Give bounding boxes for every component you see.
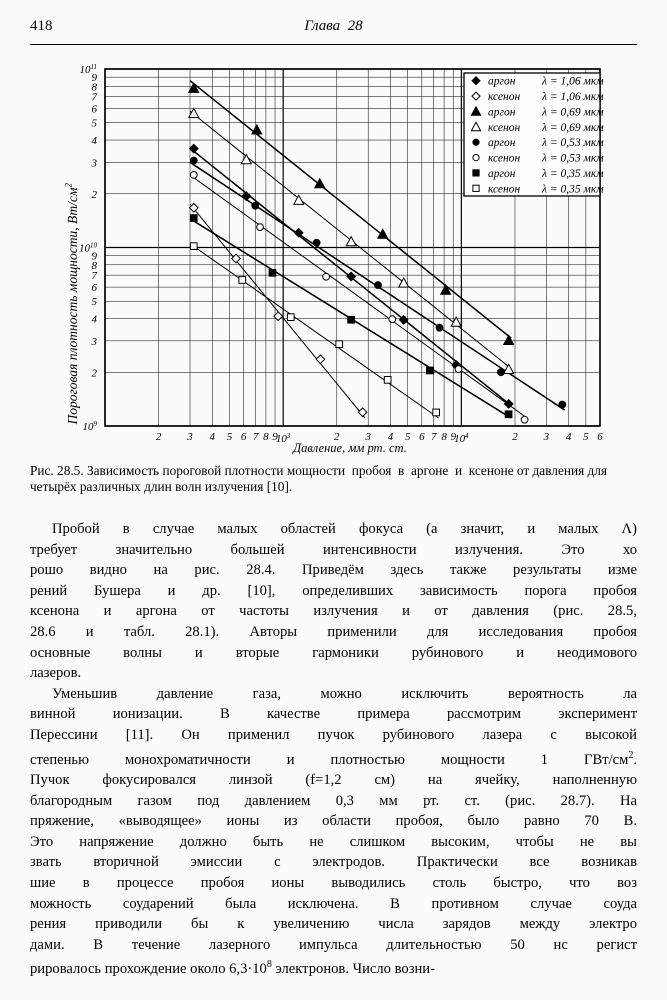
svg-text:7: 7 <box>92 270 98 282</box>
svg-text:3: 3 <box>186 431 193 443</box>
svg-text:4: 4 <box>566 431 572 443</box>
svg-text:5: 5 <box>583 431 589 443</box>
svg-text:аргон: аргон <box>488 76 516 88</box>
svg-text:λ = 0,53 мкм: λ = 0,53 мкм <box>541 153 604 165</box>
svg-text:7: 7 <box>253 431 259 443</box>
svg-text:7: 7 <box>431 431 437 443</box>
svg-text:ксенон: ксенон <box>488 122 520 134</box>
svg-text:λ = 1,06 мкм: λ = 1,06 мкм <box>541 76 604 88</box>
svg-text:5: 5 <box>227 431 233 443</box>
svg-text:3: 3 <box>543 431 550 443</box>
svg-text:ксенон: ксенон <box>488 183 520 195</box>
svg-text:аргон: аргон <box>488 137 516 149</box>
svg-text:3: 3 <box>91 336 98 348</box>
svg-text:3: 3 <box>91 157 98 169</box>
svg-text:103: 103 <box>276 432 291 445</box>
svg-text:4: 4 <box>92 314 98 326</box>
svg-text:4: 4 <box>210 431 216 443</box>
svg-text:2: 2 <box>512 431 518 443</box>
svg-text:λ = 0,35 мкм: λ = 0,35 мкм <box>541 183 604 195</box>
svg-text:Давление, мм рт. ст.: Давление, мм рт. ст. <box>292 441 407 455</box>
svg-text:λ = 0,69 мкм: λ = 0,69 мкм <box>541 122 604 134</box>
svg-text:аргон: аргон <box>488 106 516 118</box>
svg-text:ксенон: ксенон <box>488 91 520 103</box>
svg-text:2: 2 <box>156 431 162 443</box>
svg-text:9: 9 <box>92 251 98 263</box>
svg-text:5: 5 <box>92 296 98 308</box>
svg-text:109: 109 <box>83 420 98 433</box>
svg-text:ксенон: ксенон <box>488 153 520 165</box>
svg-text:5: 5 <box>92 118 98 130</box>
svg-text:λ = 0,69 мкм: λ = 0,69 мкм <box>541 106 604 118</box>
svg-text:4: 4 <box>92 135 98 147</box>
svg-text:λ = 0,53 мкм: λ = 0,53 мкм <box>541 137 604 149</box>
svg-text:6: 6 <box>419 431 425 443</box>
svg-text:2: 2 <box>92 367 98 379</box>
svg-text:104: 104 <box>454 432 469 445</box>
svg-text:7: 7 <box>92 92 98 104</box>
svg-text:6: 6 <box>92 282 98 294</box>
svg-text:аргон: аргон <box>488 168 516 180</box>
svg-text:6: 6 <box>597 431 603 443</box>
svg-text:8: 8 <box>441 431 447 443</box>
svg-text:6: 6 <box>92 104 98 116</box>
svg-text:λ = 1,06 мкм: λ = 1,06 мкм <box>541 91 604 103</box>
svg-text:9: 9 <box>92 72 98 84</box>
svg-text:λ = 0,35 мкм: λ = 0,35 мкм <box>541 168 604 180</box>
svg-text:8: 8 <box>263 431 269 443</box>
svg-text:6: 6 <box>241 431 247 443</box>
svg-text:2: 2 <box>92 189 98 201</box>
